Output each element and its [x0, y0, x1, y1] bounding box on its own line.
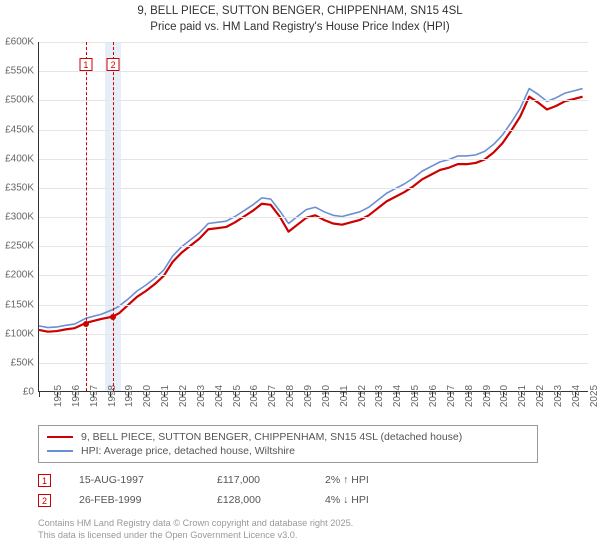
- x-tick: [128, 392, 129, 397]
- y-tick-label: £500K: [5, 95, 34, 106]
- y-gridline: [39, 188, 588, 189]
- marker-number-box: 1: [79, 58, 92, 71]
- x-tick: [218, 392, 219, 397]
- footnote-line-1: Contains HM Land Registry data © Crown c…: [38, 518, 353, 530]
- sale-price: £117,000: [217, 474, 297, 486]
- sale-dot: [83, 321, 89, 327]
- y-gridline: [39, 246, 588, 247]
- x-tick: [253, 392, 254, 397]
- sale-date: 15-AUG-1997: [79, 474, 189, 486]
- x-tick: [360, 392, 361, 397]
- sale-price: £128,000: [217, 494, 297, 506]
- footnote: Contains HM Land Registry data © Crown c…: [38, 518, 353, 541]
- series-hpi: [39, 89, 583, 328]
- marker-vline: [86, 42, 87, 391]
- x-tick: [485, 392, 486, 397]
- sale-dot: [110, 314, 116, 320]
- y-gridline: [39, 71, 588, 72]
- x-tick: [521, 392, 522, 397]
- x-tick: [575, 392, 576, 397]
- x-tick: [307, 392, 308, 397]
- x-tick: [450, 392, 451, 397]
- y-tick-label: £150K: [5, 299, 34, 310]
- x-tick: [235, 392, 236, 397]
- y-gridline: [39, 130, 588, 131]
- x-tick: [289, 392, 290, 397]
- y-gridline: [39, 159, 588, 160]
- x-tick: [182, 392, 183, 397]
- x-tick: [468, 392, 469, 397]
- y-tick-label: £50K: [11, 357, 34, 368]
- x-tick-label: 2025: [575, 385, 600, 407]
- sales-table: 1 15-AUG-1997 £117,000 2% ↑ HPI 2 26-FEB…: [38, 470, 405, 510]
- sale-marker-box: 1: [38, 474, 51, 487]
- marker-number-box: 2: [107, 58, 120, 71]
- title-line-1: 9, BELL PIECE, SUTTON BENGER, CHIPPENHAM…: [0, 4, 600, 20]
- x-tick: [200, 392, 201, 397]
- y-tick-label: £100K: [5, 328, 34, 339]
- title-line-2: Price paid vs. HM Land Registry's House …: [0, 20, 600, 36]
- sale-date: 26-FEB-1999: [79, 494, 189, 506]
- y-gridline: [39, 275, 588, 276]
- x-tick: [325, 392, 326, 397]
- x-tick: [539, 392, 540, 397]
- legend-label: 9, BELL PIECE, SUTTON BENGER, CHIPPENHAM…: [81, 431, 462, 443]
- y-tick-label: £300K: [5, 212, 34, 223]
- sale-row: 2 26-FEB-1999 £128,000 4% ↓ HPI: [38, 490, 405, 510]
- legend-row-hpi: HPI: Average price, detached house, Wilt…: [47, 444, 529, 458]
- x-tick: [557, 392, 558, 397]
- x-tick: [503, 392, 504, 397]
- marker-vline: [113, 42, 114, 391]
- y-tick-label: £600K: [5, 37, 34, 48]
- y-gridline: [39, 217, 588, 218]
- y-tick-label: £0: [23, 387, 34, 398]
- y-gridline: [39, 363, 588, 364]
- x-tick: [110, 392, 111, 397]
- x-tick: [146, 392, 147, 397]
- sale-row: 1 15-AUG-1997 £117,000 2% ↑ HPI: [38, 470, 405, 490]
- y-gridline: [39, 100, 588, 101]
- x-tick: [271, 392, 272, 397]
- y-tick-label: £550K: [5, 66, 34, 77]
- sale-diff: 4% ↓ HPI: [325, 494, 405, 506]
- sale-diff: 2% ↑ HPI: [325, 474, 405, 486]
- x-tick: [93, 392, 94, 397]
- x-tick: [75, 392, 76, 397]
- legend: 9, BELL PIECE, SUTTON BENGER, CHIPPENHAM…: [38, 425, 538, 463]
- y-gridline: [39, 305, 588, 306]
- chart-plot-area: £0£50K£100K£150K£200K£250K£300K£350K£400…: [38, 42, 588, 392]
- y-gridline: [39, 42, 588, 43]
- y-tick-label: £450K: [5, 124, 34, 135]
- y-tick-label: £350K: [5, 182, 34, 193]
- y-tick-label: £250K: [5, 241, 34, 252]
- series-price_paid: [39, 97, 583, 332]
- legend-swatch: [47, 436, 73, 438]
- x-tick: [396, 392, 397, 397]
- y-gridline: [39, 334, 588, 335]
- legend-swatch: [47, 450, 73, 452]
- y-tick-label: £400K: [5, 153, 34, 164]
- footnote-line-2: This data is licensed under the Open Gov…: [38, 530, 353, 542]
- x-tick: [164, 392, 165, 397]
- x-tick: [432, 392, 433, 397]
- x-tick: [343, 392, 344, 397]
- chart-title: 9, BELL PIECE, SUTTON BENGER, CHIPPENHAM…: [0, 0, 600, 35]
- x-tick: [39, 392, 40, 397]
- x-tick: [378, 392, 379, 397]
- x-tick: [57, 392, 58, 397]
- y-tick-label: £200K: [5, 270, 34, 281]
- legend-label: HPI: Average price, detached house, Wilt…: [81, 445, 295, 457]
- x-tick: [414, 392, 415, 397]
- sale-marker-box: 2: [38, 494, 51, 507]
- legend-row-price-paid: 9, BELL PIECE, SUTTON BENGER, CHIPPENHAM…: [47, 430, 529, 444]
